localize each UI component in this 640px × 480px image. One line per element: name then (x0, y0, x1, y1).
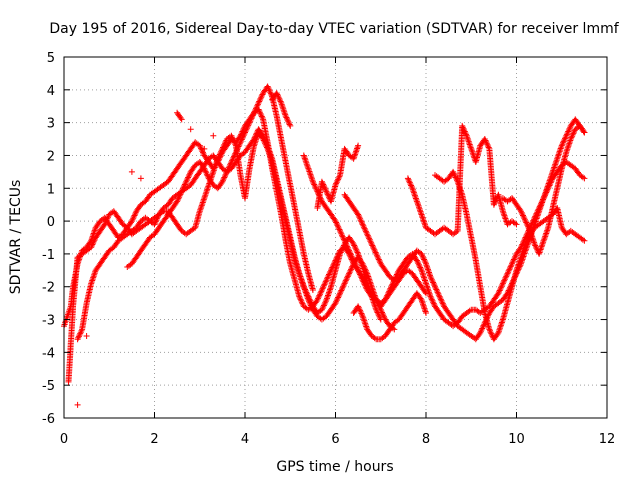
chart-title: Day 195 of 2016, Sidereal Day-to-day VTE… (49, 21, 619, 37)
series-5-markers (341, 116, 588, 343)
series-6 (432, 168, 588, 343)
y-axis-label: SDTVAR / TECUs (8, 180, 24, 295)
x-tick-label: 4 (241, 432, 249, 447)
series-10-markers (314, 142, 362, 211)
y-tick-label: 3 (47, 117, 55, 132)
series-6-markers (432, 168, 588, 343)
series-8-markers (404, 122, 520, 238)
y-tick-label: -4 (42, 346, 55, 361)
x-tick-label: 12 (599, 432, 616, 447)
x-tick-label: 10 (508, 432, 525, 447)
data-points (61, 83, 588, 408)
series-10 (314, 142, 362, 211)
series-8 (404, 122, 520, 238)
series-7-markers (350, 290, 429, 343)
series-7 (350, 290, 429, 343)
x-axis-label: GPS time / hours (276, 459, 393, 475)
y-tick-label: -1 (42, 248, 55, 263)
y-tick-label: -5 (42, 379, 55, 394)
series-11-markers (74, 90, 294, 408)
series-11 (74, 90, 294, 408)
series-9-markers (499, 122, 588, 257)
y-tick-label: 5 (47, 51, 55, 66)
x-tick-label: 8 (422, 432, 430, 447)
series-9 (499, 122, 588, 257)
series-2-markers (124, 83, 316, 293)
y-tick-label: 4 (47, 84, 55, 99)
y-tick-label: 0 (47, 215, 55, 230)
series-2 (124, 83, 316, 293)
x-tick-label: 6 (331, 432, 339, 447)
series-5 (341, 116, 588, 343)
y-tick-label: 1 (47, 182, 55, 197)
x-tick-label: 2 (150, 432, 158, 447)
y-tick-label: -3 (42, 314, 55, 329)
y-tick-label: -2 (42, 281, 55, 296)
x-tick-label: 0 (60, 432, 68, 447)
y-tick-label: 2 (47, 149, 55, 164)
y-tick-label: -6 (42, 412, 55, 427)
